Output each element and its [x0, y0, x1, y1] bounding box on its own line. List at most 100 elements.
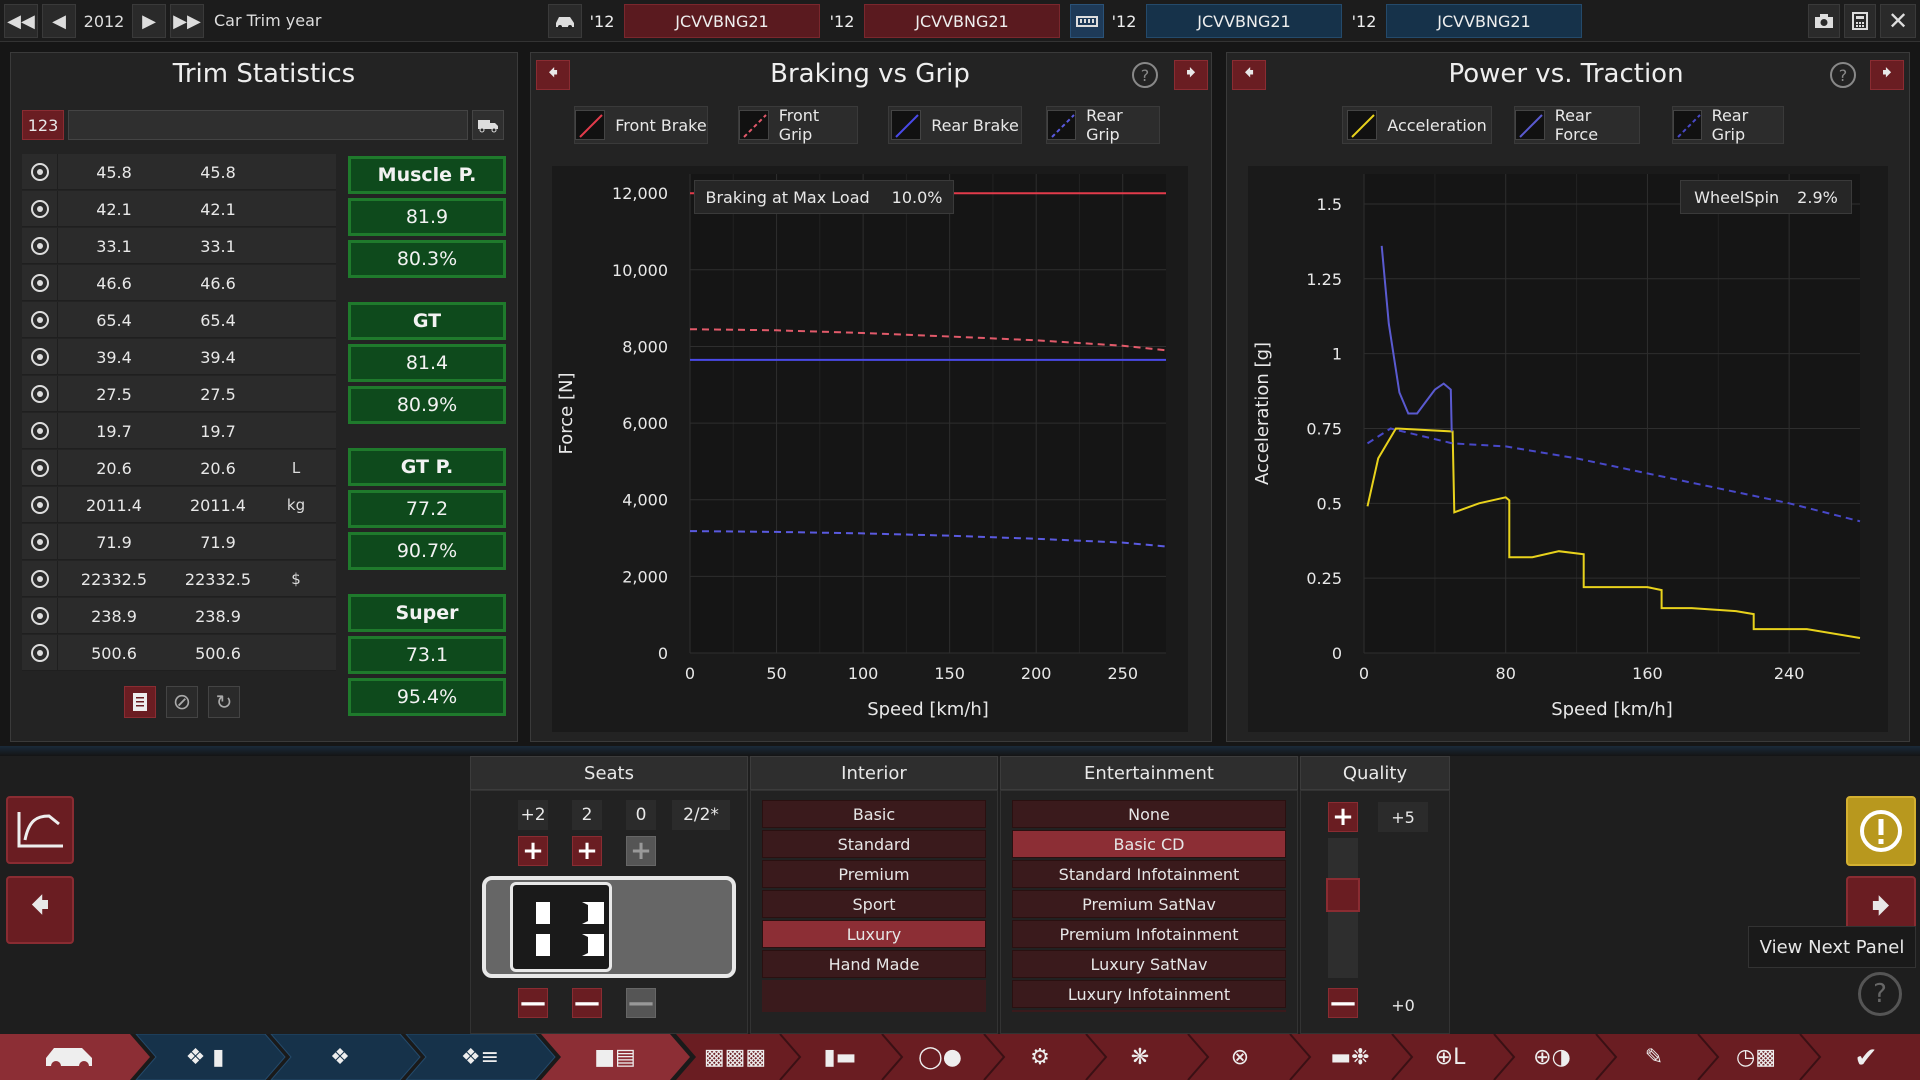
tab-safety-icon[interactable]: ⊕◑	[1533, 1044, 1571, 1070]
tab-chassis-icon[interactable]: ❖ ▮	[185, 1044, 225, 1070]
tab-bar-graphic	[0, 1034, 1920, 1080]
search-prefix-badge: 123	[22, 110, 64, 140]
y-tick-label: 6,000	[622, 414, 668, 433]
legend-swatch	[1347, 110, 1378, 140]
previous-year-button[interactable]: ◀	[42, 4, 76, 38]
interior-option[interactable]: Standard	[762, 830, 986, 858]
tab-seats-icon[interactable]: ▩▩▩	[703, 1044, 767, 1070]
remove-seat-button-1[interactable]: —	[518, 988, 548, 1018]
weight-icon	[22, 487, 58, 523]
entertainment-option[interactable]: None	[1012, 800, 1286, 828]
tab-finish-icon[interactable]: ◷▩	[1736, 1044, 1776, 1070]
trim-tab-2[interactable]: JCVVBNG21	[864, 4, 1060, 38]
tab-confirm-icon[interactable]: ✔	[1854, 1040, 1878, 1074]
trim-tab-1[interactable]: JCVVBNG21	[624, 4, 820, 38]
seat-icon[interactable]	[528, 902, 550, 924]
rewind-icon[interactable]: ◀◀	[4, 4, 38, 38]
engine-icon[interactable]	[1070, 4, 1104, 38]
trim-tab-3[interactable]: JCVVBNG21	[1146, 4, 1342, 38]
legend-item[interactable]: Rear Grip	[1046, 106, 1160, 144]
next-panel-button[interactable]: 🠺	[1174, 60, 1208, 90]
entertainment-option[interactable]: Basic CD	[1012, 830, 1286, 858]
close-icon[interactable]: ✕	[1880, 4, 1916, 38]
tab-drivetrain-icon[interactable]: ❖≡	[460, 1044, 500, 1070]
market-name: GT P.	[348, 448, 506, 486]
tab-testing-icon[interactable]: ✎	[1644, 1044, 1664, 1070]
interior-option[interactable]: Premium	[762, 860, 986, 888]
interior-option[interactable]: Basic	[762, 800, 986, 828]
quality-decrease-button[interactable]: —	[1328, 988, 1358, 1018]
y-tick-label: 0.5	[1317, 494, 1342, 513]
market-percent: 90.7%	[348, 532, 506, 570]
trim-tab-4[interactable]: JCVVBNG21	[1386, 4, 1582, 38]
x-tick-label: 250	[1107, 664, 1138, 683]
graph-icon[interactable]	[6, 796, 74, 864]
power-info-value: 2.9%	[1797, 187, 1838, 207]
seat-icon[interactable]	[582, 902, 604, 924]
legend-item[interactable]: Rear Brake	[888, 106, 1022, 144]
next-panel-button-2[interactable]: 🠺	[1870, 60, 1904, 90]
entertainment-option[interactable]: Luxury SatNav	[1012, 950, 1286, 978]
legend-item[interactable]: Rear Force	[1514, 106, 1640, 144]
tab-car-body-icon[interactable]	[30, 1034, 110, 1080]
tab-lights-icon[interactable]: ◯●	[918, 1044, 962, 1070]
calculator-icon[interactable]	[1844, 4, 1876, 38]
help-icon-2[interactable]: ?	[1830, 62, 1856, 88]
remove-seat-button-2[interactable]: —	[572, 988, 602, 1018]
car-icon[interactable]	[548, 4, 582, 38]
camera-icon[interactable]	[1808, 4, 1840, 38]
legend-item[interactable]: Rear Grip	[1672, 106, 1784, 144]
entertainment-option[interactable]: Premium Infotainment	[1012, 920, 1286, 948]
interior-option[interactable]: Sport	[762, 890, 986, 918]
entertainment-option[interactable]: Luxury Infotainment	[1012, 980, 1286, 1008]
legend-item[interactable]: Front Grip	[738, 106, 858, 144]
seat-icon[interactable]	[528, 934, 550, 956]
quality-slider-handle[interactable]	[1326, 878, 1360, 912]
previous-panel-button-2[interactable]: 🠸	[1232, 60, 1266, 90]
tab-steering-icon[interactable]: ⊕L	[1434, 1044, 1466, 1070]
tab-gearbox-icon[interactable]: ⚙	[1030, 1044, 1050, 1070]
tab-aero-icon[interactable]: ▬❉	[1330, 1044, 1370, 1070]
add-seat-button-3[interactable]: +	[626, 836, 656, 866]
fuel-icon	[22, 450, 58, 486]
stat-unit	[276, 524, 316, 560]
seat-icon[interactable]	[582, 934, 604, 956]
previous-panel-button[interactable]: 🠸	[536, 60, 570, 90]
stat-current-value: 19.7	[96, 421, 132, 441]
interior-option[interactable]: Hand Made	[762, 950, 986, 978]
search-input[interactable]	[68, 110, 468, 140]
plot-background	[690, 174, 1166, 653]
quality-bottom-value: +0	[1391, 995, 1415, 1015]
tab-fixtures-icon[interactable]: ▮▬	[823, 1044, 857, 1070]
tab-suspension-icon[interactable]: ❖	[330, 1044, 350, 1070]
interior-option[interactable]: Luxury	[762, 920, 986, 948]
back-arrow-icon[interactable]: 🠸	[6, 876, 74, 944]
remove-seat-button-3[interactable]: —	[626, 988, 656, 1018]
legend-swatch	[575, 110, 606, 140]
tab-wheels-icon[interactable]: ❋	[1130, 1044, 1150, 1070]
tab-interior-icon[interactable]: ■▤	[594, 1044, 636, 1070]
stat-current-value: 20.6	[96, 458, 132, 478]
series-line-rear-grip	[689, 530, 1167, 548]
entertainment-option[interactable]: Premium SatNav	[1012, 890, 1286, 918]
entertainment-option[interactable]: Standard Infotainment	[1012, 860, 1286, 888]
warning-icon[interactable]	[1846, 796, 1916, 866]
quality-increase-button[interactable]: +	[1328, 802, 1358, 832]
tab-brakes-icon[interactable]: ⊗	[1230, 1044, 1250, 1070]
help-icon[interactable]: ?	[1132, 62, 1158, 88]
legend-item[interactable]: Acceleration	[1342, 106, 1492, 144]
fast-forward-icon[interactable]: ▶▶	[170, 4, 204, 38]
truck-filter-icon[interactable]	[472, 110, 504, 140]
add-seat-button-1[interactable]: +	[518, 836, 548, 866]
stat-previous-value: 20.6	[200, 458, 236, 478]
market-percent: 80.3%	[348, 240, 506, 278]
report-icon[interactable]	[124, 686, 156, 718]
y-tick-label: 10,000	[612, 261, 668, 280]
reset-icon[interactable]: ↻	[208, 686, 240, 718]
legend-item[interactable]: Front Brake	[574, 106, 708, 144]
clear-icon[interactable]: ⊘	[166, 686, 198, 718]
next-year-button[interactable]: ▶	[132, 4, 166, 38]
quality-header: Quality	[1300, 756, 1450, 790]
help-icon-3[interactable]: ?	[1858, 972, 1902, 1016]
add-seat-button-2[interactable]: +	[572, 836, 602, 866]
